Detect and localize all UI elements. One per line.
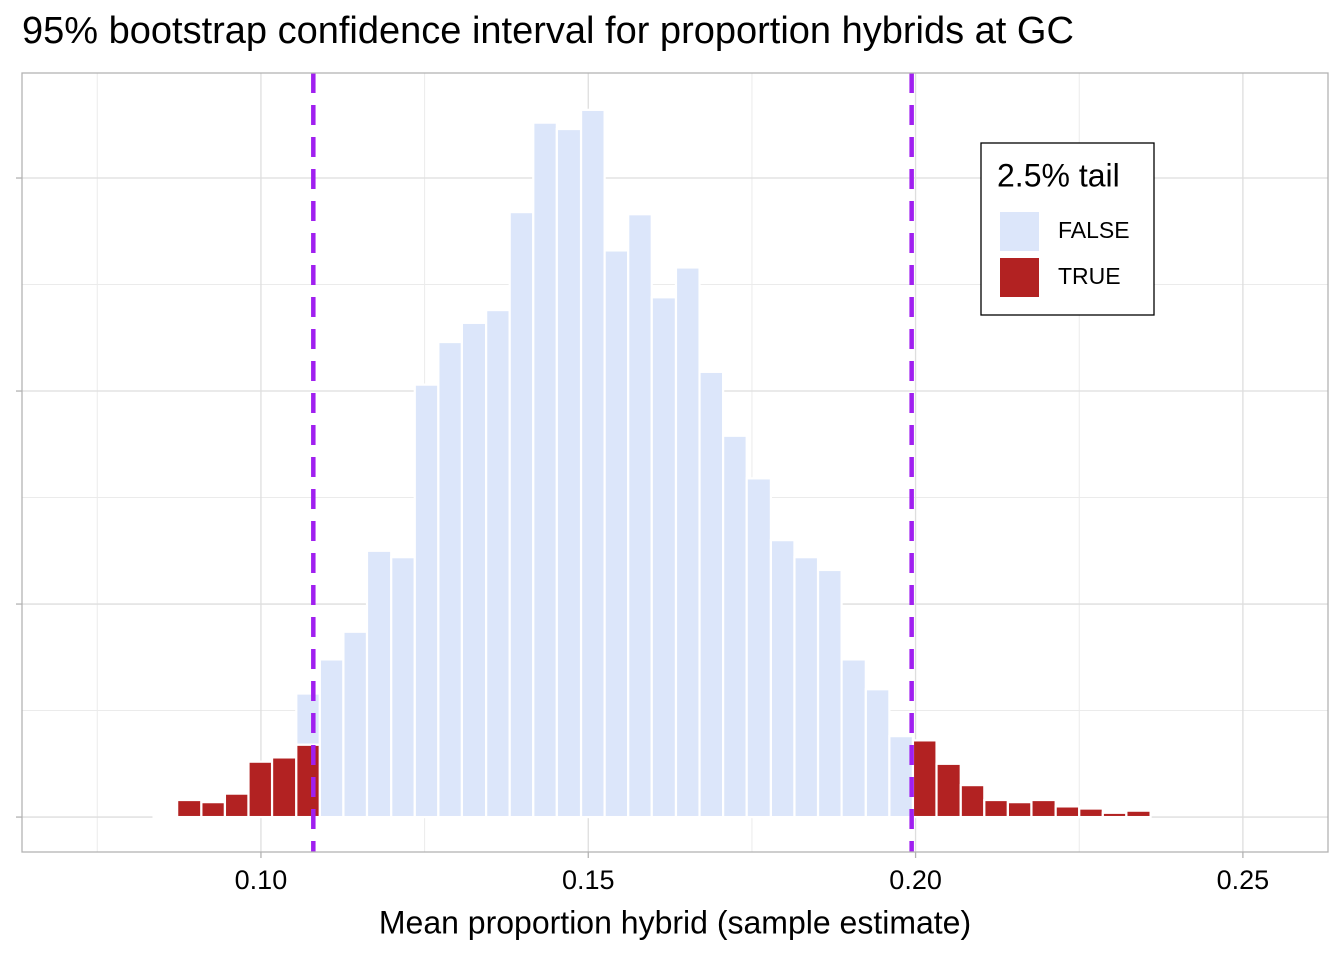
histogram-bar (1101, 811, 1128, 819)
histogram-bar (200, 801, 227, 819)
histogram-bar (318, 658, 345, 819)
histogram-bar (223, 792, 250, 819)
x-tick-label: 0.15 (562, 865, 615, 895)
histogram-bar (176, 798, 203, 819)
histogram-bar (722, 434, 748, 819)
histogram-bar (1078, 807, 1104, 819)
legend-key (1000, 212, 1039, 251)
histogram-bar (1030, 798, 1057, 819)
histogram-bar (365, 549, 393, 819)
x-tick-label: 0.25 (1217, 865, 1270, 895)
histogram-bar (485, 308, 511, 819)
histogram-bar (959, 784, 986, 819)
histogram-bar (413, 383, 440, 819)
histogram-bar (579, 108, 606, 819)
histogram-bar (247, 760, 274, 819)
histogram-bar (745, 477, 773, 819)
histogram-bar (1125, 809, 1152, 819)
histogram-bar (816, 568, 843, 819)
histogram-bar (295, 743, 321, 819)
chart-title: 95% bootstrap confidence interval for pr… (22, 10, 1074, 52)
histogram-bar (698, 370, 725, 819)
legend-label: FALSE (1058, 217, 1130, 243)
histogram-bar (555, 127, 583, 819)
histogram-bar (295, 692, 321, 746)
histogram-bar (911, 739, 938, 819)
histogram-bar (935, 762, 962, 819)
histogram-bar (674, 266, 701, 819)
histogram-bar (437, 340, 464, 819)
histogram-bar (342, 630, 369, 819)
histogram-bar (460, 321, 488, 819)
legend-key (1000, 258, 1039, 297)
legend-label: TRUE (1058, 263, 1121, 289)
histogram-bar (603, 249, 630, 819)
histogram-bar (840, 658, 867, 819)
histogram-bar (152, 813, 179, 819)
histogram-bar (270, 756, 298, 819)
histogram-bar (627, 213, 653, 819)
histogram-bar (793, 556, 820, 819)
histogram-bar (983, 798, 1009, 819)
histogram-bar (1006, 801, 1033, 819)
histogram-bar (508, 210, 535, 819)
panel-border (21, 72, 1329, 853)
histogram-bar (1054, 805, 1081, 819)
legend-title: 2.5% tail (997, 157, 1120, 193)
histogram-bar (650, 296, 678, 819)
histogram-bar (864, 688, 891, 819)
x-axis-label: Mean proportion hybrid (sample estimate) (379, 904, 971, 940)
x-tick-label: 0.20 (889, 865, 942, 895)
histogram-bar (390, 556, 416, 819)
legend: 2.5% tail FALSE TRUE (980, 142, 1155, 316)
x-tick-label: 0.10 (235, 865, 288, 895)
histogram-bar (769, 539, 796, 819)
histogram-bar (532, 121, 558, 819)
